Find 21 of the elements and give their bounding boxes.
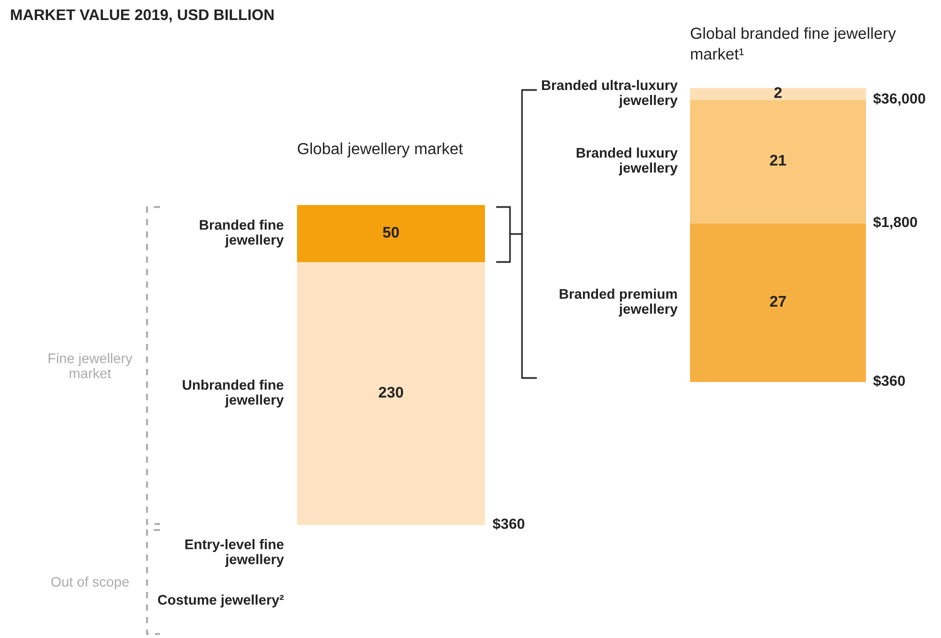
data-label: 27 xyxy=(770,296,786,307)
text: $360 xyxy=(873,374,905,387)
text: Fine jewellery market xyxy=(48,353,132,378)
chart-title: Global branded fine jewellery market¹ xyxy=(690,27,896,60)
data-label: 2 xyxy=(774,87,782,98)
data-label: 230 xyxy=(378,386,404,398)
text: Out of scope xyxy=(51,576,129,590)
series-label: Branded ultra-luxury jewellery xyxy=(542,80,678,108)
text: MARKET VALUE 2019, USD BILLION xyxy=(11,9,274,22)
text: Entry-level fine jewellery xyxy=(185,539,284,567)
data-label: 50 xyxy=(382,226,399,238)
text: $36,000 xyxy=(873,92,926,106)
data-label: 21 xyxy=(770,154,786,166)
text: Costume jewellery² xyxy=(158,594,284,608)
text: $1,800 xyxy=(873,216,918,230)
text: $360 xyxy=(492,518,524,530)
series-label: Unbranded fine jewellery xyxy=(182,380,284,408)
chart-title: Global jewellery market xyxy=(298,142,463,158)
series-label: Branded premium jewellery xyxy=(560,288,678,317)
series-label: Branded luxury jewellery xyxy=(576,148,678,176)
series-label: Branded fine jewellery xyxy=(200,220,284,248)
